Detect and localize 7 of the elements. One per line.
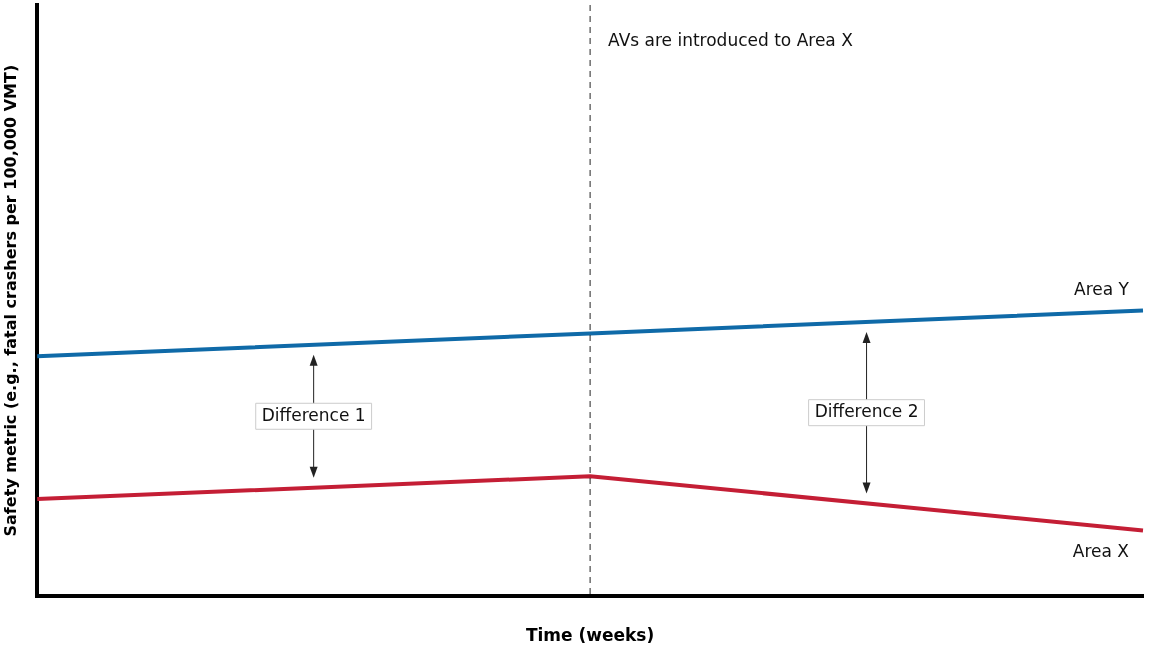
x-axis-title: Time (weeks) bbox=[525, 625, 655, 646]
annotation: Difference 2 bbox=[814, 401, 919, 422]
series-label: Area Y bbox=[1074, 278, 1130, 299]
annotation: Difference 1 bbox=[261, 404, 366, 425]
series-label: Area X bbox=[1072, 541, 1130, 562]
text: AVs are introduced to Area X bbox=[608, 30, 854, 51]
y-axis-title: Safety metric (e.g., fatal crashers per 100,000 VMT) bbox=[0, 64, 20, 537]
